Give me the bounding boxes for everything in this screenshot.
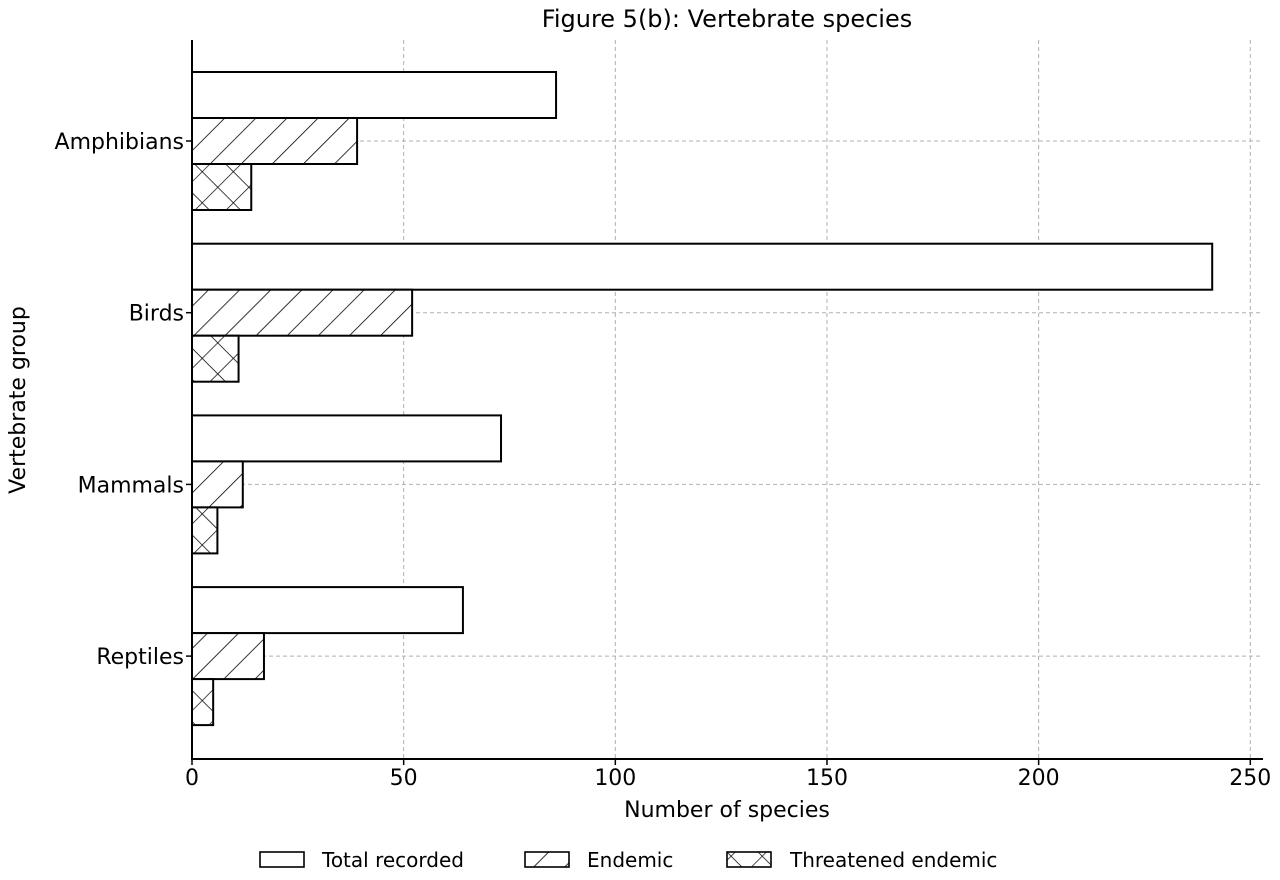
y-tick-label-reptiles: Reptiles [96, 645, 184, 670]
legend-label: Threatened endemic [789, 848, 997, 872]
y-tick-label-amphibians: Amphibians [55, 130, 184, 155]
x-axis-label: Number of species [624, 798, 830, 823]
y-tick-label-mammals: Mammals [78, 473, 184, 498]
bars [191, 71, 1214, 727]
bar-amphibians-total-recorded [191, 71, 558, 119]
bar-amphibians-endemic [191, 117, 359, 165]
bar-reptiles-endemic [191, 632, 265, 681]
bar-mammals-total-recorded [191, 414, 503, 463]
bar-birds-threatened-endemic [191, 334, 240, 383]
legend-swatch [726, 851, 772, 868]
y-ticks: Amphibians Birds Mammals Reptiles [55, 130, 192, 670]
x-tick-label: 0 [185, 766, 199, 791]
legend-label: Total recorded [321, 848, 464, 872]
x-tick-label: 50 [390, 766, 418, 791]
legend-item-endemic: Endemic [524, 848, 673, 872]
bar-amphibians-threatened-endemic [191, 163, 253, 211]
legend-swatch [524, 851, 570, 868]
chart-title: Figure 5(b): Vertebrate species [542, 5, 912, 33]
legend-item-threatened-endemic: Threatened endemic [726, 848, 997, 872]
bar-birds-endemic [191, 288, 414, 337]
legend: Total recorded Endemic Threatened endemic [259, 848, 997, 872]
y-tick-label-birds: Birds [129, 302, 184, 327]
bar-reptiles-total-recorded [191, 586, 464, 635]
x-tick-label: 150 [806, 766, 848, 791]
bar-mammals-endemic [191, 460, 244, 509]
x-tick-label: 200 [1018, 766, 1060, 791]
bar-birds-total-recorded [191, 242, 1214, 291]
x-tick-label: 100 [594, 766, 636, 791]
legend-item-total-recorded: Total recorded [259, 848, 464, 872]
y-axis-label: Vertebrate group [6, 306, 31, 494]
legend-label: Endemic [587, 848, 673, 872]
legend-swatch [259, 851, 305, 868]
bar-reptiles-threatened-endemic [191, 678, 215, 727]
bar-mammals-threatened-endemic [191, 506, 219, 555]
x-ticks: 0 50 100 150 200 250 [185, 759, 1271, 791]
x-tick-label: 250 [1229, 766, 1271, 791]
